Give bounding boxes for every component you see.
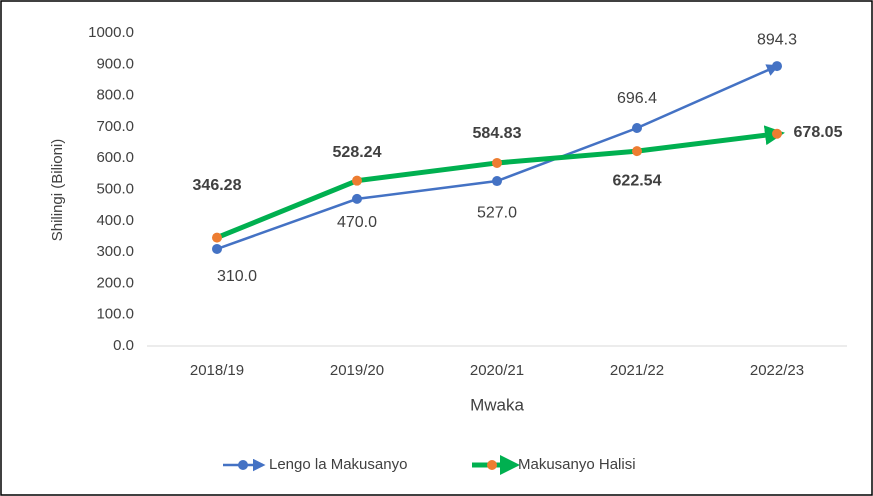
x-tick-label: 2021/22: [610, 362, 664, 379]
point: [772, 61, 782, 72]
y-tick-label: 500.0: [96, 180, 134, 197]
point: [212, 243, 222, 254]
point: [352, 175, 362, 186]
legend-label: Lengo la Makusanyo: [269, 456, 407, 473]
y-tick-label: 400.0: [96, 212, 134, 229]
point: [212, 232, 222, 243]
x-tick-label: 2022/23: [750, 362, 804, 379]
data-label: 696.4: [617, 90, 657, 107]
legend-marker: [487, 460, 497, 470]
data-label: 528.24: [333, 144, 382, 161]
point: [492, 157, 502, 168]
point: [352, 193, 362, 204]
y-tick-label: 1000.0: [88, 24, 134, 41]
y-tick-label: 100.0: [96, 306, 134, 323]
y-tick-label: 700.0: [96, 118, 134, 135]
data-label: 622.54: [613, 172, 662, 189]
data-label: 678.05: [794, 124, 843, 141]
data-label: 346.28: [193, 177, 242, 194]
point: [772, 128, 782, 139]
x-tick-label: 2018/19: [190, 362, 244, 379]
data-label: 470.0: [337, 214, 377, 231]
x-axis-label: Mwaka: [470, 395, 524, 414]
point: [492, 176, 502, 187]
data-label: 527.0: [477, 204, 517, 221]
y-axis-label: Shilingi (Bilioni): [49, 139, 66, 242]
legend-marker: [238, 460, 248, 470]
x-tick-label: 2019/20: [330, 362, 384, 379]
point: [632, 123, 642, 134]
legend-label: Makusanyo Halisi: [518, 456, 636, 473]
y-tick-label: 600.0: [96, 149, 134, 166]
y-tick-label: 0.0: [113, 337, 134, 354]
point: [632, 146, 642, 157]
data-label: 310.0: [217, 268, 257, 285]
data-label: 584.83: [473, 125, 522, 142]
y-tick-label: 900.0: [96, 55, 134, 72]
y-tick-label: 800.0: [96, 87, 134, 104]
data-label: 894.3: [757, 31, 797, 48]
y-tick-label: 300.0: [96, 243, 134, 260]
x-tick-label: 2020/21: [470, 362, 524, 379]
y-tick-label: 200.0: [96, 274, 134, 291]
